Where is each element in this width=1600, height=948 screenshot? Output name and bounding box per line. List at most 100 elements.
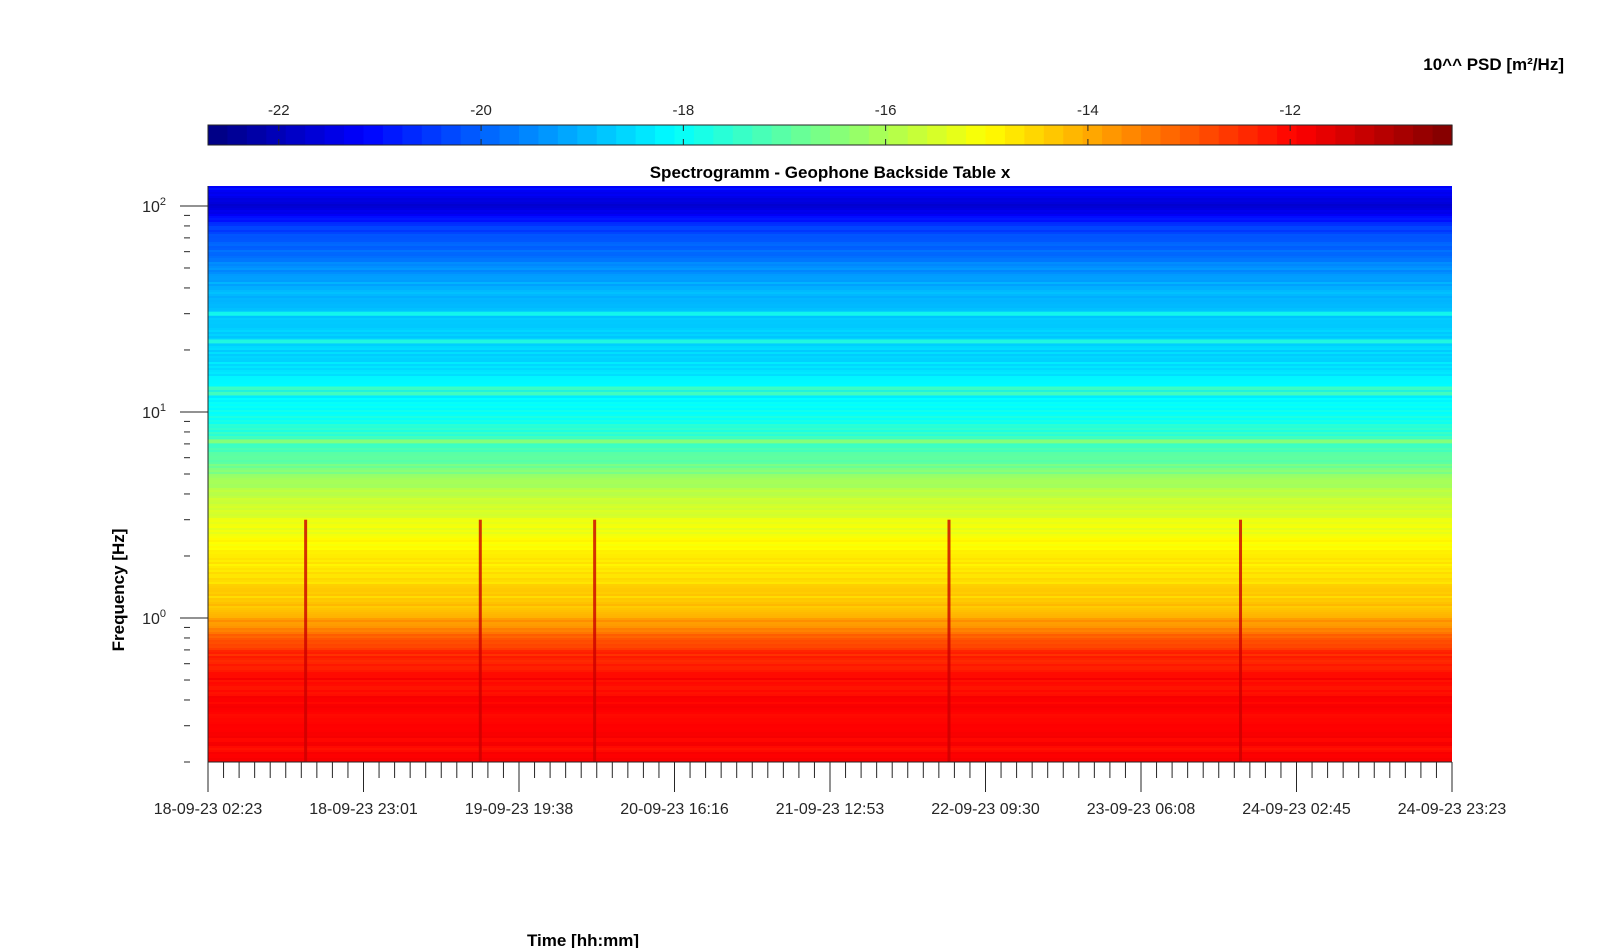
spectral-line (208, 391, 1452, 396)
heatmap-row (208, 316, 1452, 319)
heatmap-row (208, 226, 1452, 229)
colorbar-step (519, 125, 540, 145)
colorbar-step (382, 125, 403, 145)
heatmap-row (208, 306, 1452, 309)
colorbar-step (1218, 125, 1239, 145)
heatmap-row (208, 224, 1452, 227)
heatmap-row (208, 382, 1452, 385)
heatmap-row (208, 242, 1452, 245)
heatmap-row (208, 262, 1452, 265)
heatmap-row (208, 320, 1452, 323)
heatmap-transients (304, 519, 1243, 762)
heatmap-row (208, 734, 1452, 737)
colorbar-step (1160, 125, 1181, 145)
heatmap-row (208, 272, 1452, 275)
heatmap-row (208, 330, 1452, 333)
heatmap-row (208, 228, 1452, 231)
colorbar-ticks: -22 -20 -18 -16 -14 -12 (268, 102, 1301, 145)
heatmap-row (208, 390, 1452, 393)
heatmap-row (208, 332, 1452, 335)
colorbar-step (674, 125, 695, 145)
heatmap-row (208, 302, 1452, 305)
heatmap-row (208, 230, 1452, 233)
heatmap-row (208, 474, 1452, 477)
y-axis: 100 101 102 (142, 186, 209, 763)
heatmap-row (208, 634, 1452, 637)
transient-event (593, 519, 597, 762)
colorbar-tick-label: -12 (1279, 102, 1301, 119)
colorbar-step (266, 125, 287, 145)
heatmap-row (208, 188, 1452, 191)
heatmap-row (208, 732, 1452, 735)
heatmap-row (208, 258, 1452, 261)
heatmap-row (208, 546, 1452, 549)
heatmap-row (208, 444, 1452, 447)
heatmap-row (208, 484, 1452, 487)
heatmap-row (208, 704, 1452, 707)
heatmap-row (208, 562, 1452, 565)
heatmap-row (208, 726, 1452, 729)
heatmap-row (208, 416, 1452, 419)
heatmap-row (208, 556, 1452, 559)
colorbar-tick-label: -14 (1077, 102, 1099, 119)
heatmap-row (208, 720, 1452, 723)
heatmap-row (208, 596, 1452, 599)
heatmap-row (208, 522, 1452, 525)
heatmap-row (208, 686, 1452, 689)
heatmap-row (208, 288, 1452, 291)
heatmap-row (208, 214, 1452, 217)
heatmap-row (208, 646, 1452, 649)
heatmap-row (208, 758, 1452, 761)
colorbar-step (849, 125, 870, 145)
heatmap-row (208, 658, 1452, 661)
heatmap-row (208, 250, 1452, 253)
heatmap-row (208, 490, 1452, 493)
heatmap-row (208, 204, 1452, 207)
heatmap-row (208, 360, 1452, 363)
heatmap-row (208, 706, 1452, 709)
heatmap-row (208, 280, 1452, 283)
heatmap-row (208, 716, 1452, 719)
heatmap-row (208, 374, 1452, 377)
heatmap-row (208, 248, 1452, 251)
heatmap-row (208, 414, 1452, 417)
colorbar-step (1238, 125, 1259, 145)
heatmap-row (208, 284, 1452, 287)
heatmap-row (208, 506, 1452, 509)
colorbar-step (246, 125, 267, 145)
colorbar-tick-label: -20 (470, 102, 492, 119)
heatmap-row (208, 406, 1452, 409)
heatmap-row (208, 206, 1452, 209)
colorbar-step (907, 125, 928, 145)
heatmap-row (208, 498, 1452, 501)
colorbar-step (1393, 125, 1414, 145)
colorbar-step (324, 125, 345, 145)
y-tick-label: 102 (142, 196, 166, 216)
heatmap-row (208, 384, 1452, 387)
x-tick-label: 24-09-23 02:45 (1242, 801, 1351, 818)
heatmap-row (208, 532, 1452, 535)
heatmap-row (208, 738, 1452, 741)
y-tick-label: 100 (142, 608, 166, 628)
heatmap-row (208, 410, 1452, 413)
heatmap-row (208, 524, 1452, 527)
heatmap-row (208, 724, 1452, 727)
heatmap-row (208, 356, 1452, 359)
heatmap-row (208, 400, 1452, 403)
heatmap-row (208, 622, 1452, 625)
heatmap-row (208, 378, 1452, 381)
heatmap-row (208, 740, 1452, 743)
y-tick-label: 101 (142, 402, 166, 422)
heatmap-row (208, 560, 1452, 563)
colorbar-step (616, 125, 637, 145)
heatmap-row (208, 744, 1452, 747)
colorbar-step (557, 125, 578, 145)
heatmap-row (208, 408, 1452, 411)
heatmap-row (208, 282, 1452, 285)
heatmap-row (208, 358, 1452, 361)
heatmap-row (208, 196, 1452, 199)
colorbar-step (1121, 125, 1142, 145)
heatmap-row (208, 626, 1452, 629)
colorbar-step (1082, 125, 1103, 145)
heatmap-row (208, 236, 1452, 239)
